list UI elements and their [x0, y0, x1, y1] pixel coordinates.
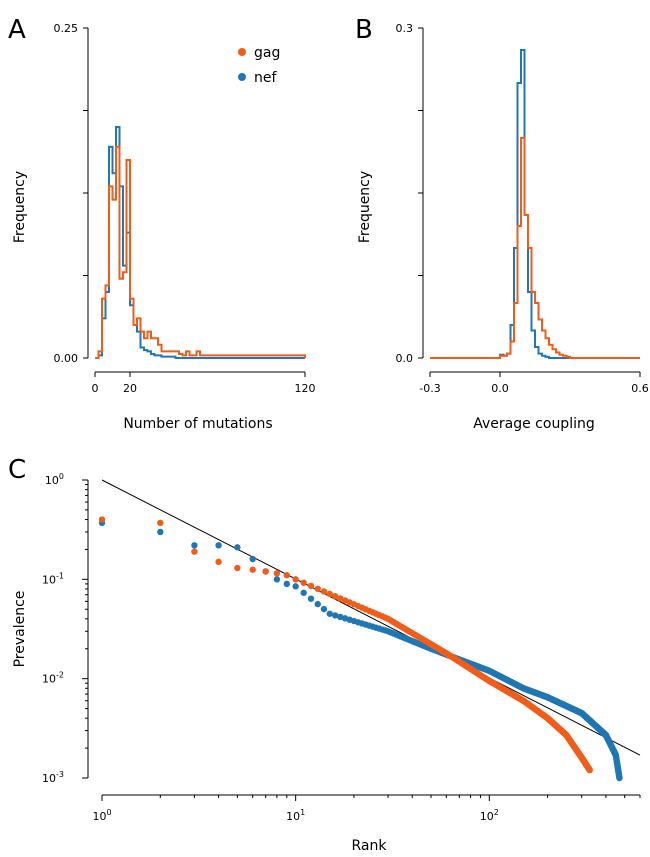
legend-marker-gag	[238, 48, 246, 56]
panel-c-point-nef	[307, 595, 315, 602]
panel-c-point-gag	[586, 766, 593, 774]
panel-b-letter: B	[355, 15, 373, 45]
panel-b-x-tick-label: -0.3	[419, 382, 440, 395]
panel-b-ylabel: Frequency	[357, 171, 373, 243]
panel-c-point-nef	[616, 774, 623, 782]
legend-marker-nef	[238, 73, 246, 81]
panel-b-y-tick-label: 0.0	[396, 352, 414, 365]
panel-c-point-nef	[326, 610, 333, 617]
panel-c-point-gag	[292, 576, 299, 583]
panel-c-point-nef	[215, 542, 222, 549]
panel-c-x-tick-label: 100	[92, 808, 111, 823]
panel-a-hist-gag	[95, 145, 306, 359]
panel-a: A Number of mutations Frequency gag nef …	[8, 15, 316, 432]
panel-c-point-gag	[273, 570, 281, 577]
panel-c-point-nef	[331, 612, 339, 619]
panel-c-point-gag	[215, 558, 222, 566]
panel-c-x-tick-label: 102	[480, 808, 499, 823]
panel-a-ylabel: Frequency	[12, 171, 28, 243]
panel-c-y-tick-label: 10-1	[42, 571, 64, 586]
panel-b-x-tick-label: 0.6	[631, 382, 649, 395]
panel-c-point-gag	[320, 588, 328, 595]
legend-label-nef: nef	[254, 70, 277, 86]
panel-c-point-gag	[157, 519, 164, 527]
panel-c-x-tick-label: 101	[286, 808, 305, 823]
panel-c-point-gag	[314, 585, 321, 592]
panel-c-ylabel: Prevalence	[12, 591, 28, 668]
panel-c-y-tick-label: 100	[45, 472, 64, 487]
panel-c-point-nef	[273, 576, 281, 583]
panel-a-x-tick-label: 0	[92, 382, 99, 395]
panel-b-hist-nef	[430, 49, 640, 359]
panel-c-point-gag	[191, 548, 198, 555]
panel-c-point-gag	[98, 516, 106, 523]
panel-b-xlabel: Average coupling	[473, 416, 595, 432]
panel-a-y-tick-label: 0.25	[54, 22, 79, 35]
panel-b-hist-gag	[430, 137, 640, 359]
panel-c-point-nef	[300, 589, 307, 596]
panel-c-point-nef	[157, 528, 164, 536]
panel-c-point-gag	[283, 572, 290, 579]
panel-c-y-tick-label: 10-2	[42, 671, 64, 686]
panel-c-point-gag	[262, 568, 269, 575]
panel-c-letter: C	[8, 455, 26, 485]
panel-c-point-nef	[234, 544, 241, 551]
panel-c-point-nef	[283, 580, 290, 588]
panel-c-y-tick-label: 10-3	[42, 770, 64, 785]
panel-a-xlabel: Number of mutations	[123, 416, 272, 432]
panel-c: C Rank Prevalence 100 101 102 10-3 10-2 10-1 1…	[8, 455, 641, 854]
panel-c-point-nef	[191, 542, 198, 549]
panel-b-y-tick-label: 0.3	[396, 22, 414, 35]
panel-a-letter: A	[8, 15, 26, 45]
panel-c-point-gag	[337, 595, 344, 602]
panel-c-point-nef	[320, 605, 328, 613]
panel-b: B Average coupling Frequency 0.0 0.3 -0.3 0…	[355, 15, 649, 432]
panel-b-x-tick-label: 0.0	[491, 382, 509, 395]
legend-label-gag: gag	[254, 45, 280, 61]
panel-c-point-gag	[331, 593, 339, 600]
panel-c-point-gag	[300, 579, 307, 586]
panel-c-point-gag	[234, 564, 241, 572]
panel-a-y-tick-label: 0.00	[54, 352, 79, 365]
panel-c-fit-line	[101, 479, 641, 756]
panel-c-point-nef	[337, 613, 344, 621]
panel-c-point-nef	[314, 600, 321, 608]
panel-c-point-nef	[249, 555, 256, 563]
panel-a-x-tick-label: 20	[123, 382, 137, 395]
panel-c-point-gag	[326, 590, 333, 598]
panel-c-point-gag	[249, 566, 256, 573]
panel-c-point-gag	[307, 582, 315, 590]
panel-a-x-tick-label: 120	[295, 382, 316, 395]
panel-c-xlabel: Rank	[352, 838, 388, 854]
legend: gag nef	[238, 45, 280, 86]
panel-c-point-nef	[292, 583, 299, 590]
panel-a-hist-nef	[95, 126, 305, 359]
